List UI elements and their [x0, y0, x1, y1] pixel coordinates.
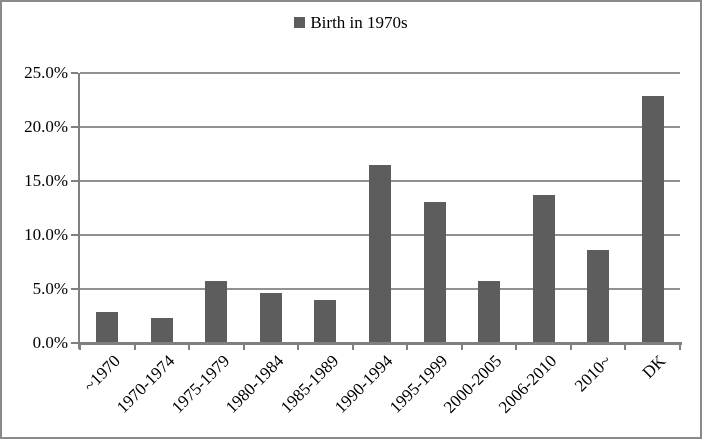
- x-axis-tick: [297, 344, 300, 350]
- y-axis-tick: [71, 342, 78, 344]
- y-tick-label: 25.0%: [24, 63, 68, 82]
- x-category-label: ~1970: [80, 351, 125, 396]
- x-axis-tick: [242, 344, 245, 350]
- x-axis-tick: [460, 344, 463, 350]
- x-axis-tick: [133, 344, 136, 350]
- bar: [478, 281, 501, 343]
- bar: [641, 95, 664, 343]
- x-category-label: 1970-1974: [113, 351, 179, 417]
- y-tick-label: 20.0%: [24, 117, 68, 136]
- y-axis-tick: [71, 288, 78, 290]
- x-category-label: 1980-1984: [222, 351, 288, 417]
- x-axis-tick: [406, 344, 409, 350]
- bar: [150, 318, 173, 343]
- x-category-label: DK: [638, 351, 670, 383]
- y-axis-tick: [71, 126, 78, 128]
- bar: [96, 311, 119, 343]
- bar: [205, 281, 228, 343]
- bar: [259, 293, 282, 343]
- legend-series-label: Birth in 1970s: [310, 13, 408, 32]
- bar: [587, 250, 610, 343]
- bar: [423, 201, 446, 343]
- y-axis-tick: [71, 234, 78, 236]
- y-tick-label: 15.0%: [24, 171, 68, 190]
- y-axis-tick: [71, 72, 78, 74]
- x-axis-tick: [188, 344, 191, 350]
- x-axis-line: [78, 342, 682, 345]
- x-category-label: 1995-1999: [385, 351, 452, 417]
- bar: [369, 164, 391, 343]
- legend: Birth in 1970s: [2, 14, 700, 31]
- x-category-label: 2010~: [570, 351, 615, 396]
- y-tick-label: 0.0%: [32, 333, 68, 352]
- y-axis-line: [78, 73, 80, 349]
- gridline: [80, 72, 680, 74]
- x-axis-tick: [624, 344, 627, 350]
- x-category-label: 1975-1979: [167, 351, 234, 417]
- y-tick-label: 5.0%: [32, 279, 68, 298]
- x-category-label: 1990-1994: [331, 351, 397, 417]
- y-tick-label: 10.0%: [24, 225, 68, 244]
- bar: [532, 195, 555, 343]
- x-category-label: 2006-2010: [494, 351, 561, 417]
- x-axis-tick: [679, 344, 681, 350]
- legend-series-swatch-icon: [294, 17, 306, 28]
- gridline: [80, 126, 680, 128]
- x-axis-tick: [569, 344, 572, 350]
- x-axis-tick: [79, 344, 81, 350]
- x-axis-tick: [515, 344, 518, 350]
- y-axis-tick: [71, 180, 78, 182]
- x-category-label: 1985-1989: [276, 351, 343, 417]
- x-category-label: 2000-2005: [440, 351, 506, 417]
- bar: [314, 299, 337, 343]
- x-axis-tick: [351, 344, 354, 350]
